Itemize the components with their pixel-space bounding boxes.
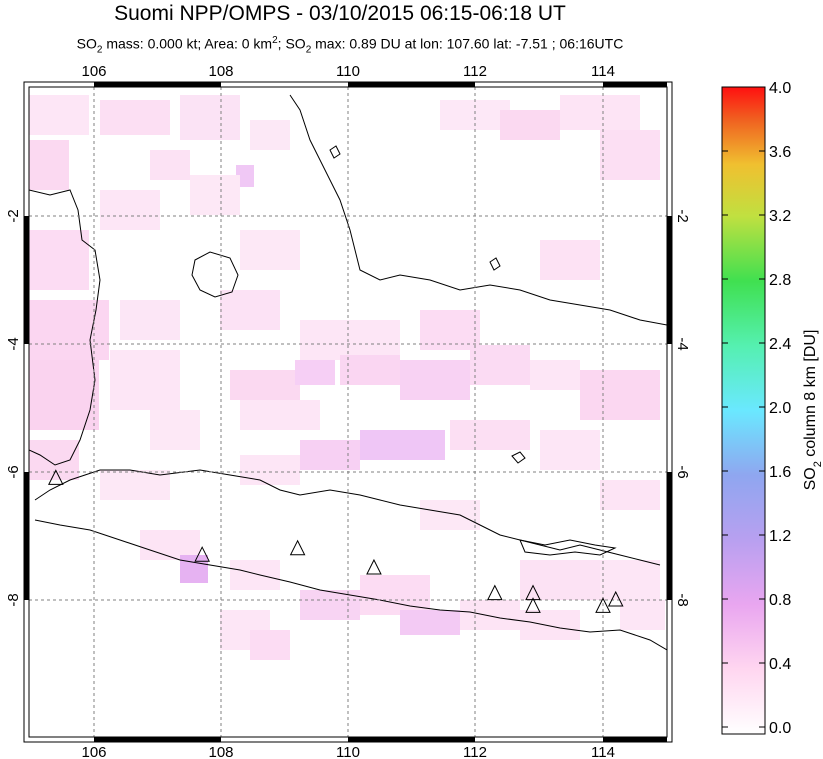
colorbar-tick-label: 2.4: [769, 336, 791, 353]
volcano-triangle-icon: [525, 584, 541, 601]
map-title: Suomi NPP/OMPS - 03/10/2015 06:15-06:18 …: [114, 2, 566, 25]
lon-ticks-bottom: 106 108 110 112 114: [81, 744, 614, 759]
volcano-triangle-icon: [487, 584, 503, 601]
lon-tick-bottom: 106: [81, 744, 106, 759]
colorbar-tick-label: 0.8: [769, 592, 791, 609]
lat-tick-right: -6: [674, 465, 691, 478]
graticule: [29, 87, 667, 737]
volcano-triangle-icon: [194, 546, 210, 562]
colorbar: 0.0 0.4 0.8 1.2 1.6 2.0 2.4 2.8 3.2 3.6 4.0 SO2 co…: [721, 80, 823, 737]
volcano-triangle-icon: [595, 597, 611, 613]
colorbar-tick-label: 2.0: [769, 400, 791, 417]
lon-tick-top: 108: [208, 63, 233, 80]
volcano-triangle-icon: [289, 539, 306, 556]
lat-tick-right: -2: [674, 209, 691, 222]
lat-ticks-left: -2 -4 -6 -8: [5, 209, 22, 606]
colorbar-tick-label: 0.4: [769, 656, 791, 673]
outer-frame: [23, 81, 673, 743]
so2-pixels: [29, 95, 665, 660]
lat-tick-left: -4: [5, 337, 22, 350]
lon-tick-top: 112: [463, 63, 487, 80]
colorbar-ticks: 0.0 0.4 0.8 1.2 1.6 2.0 2.4 2.8 3.2 3.6 4.0: [722, 80, 791, 737]
lat-tick-right: -4: [674, 337, 691, 350]
lon-ticks-top: 106 108 110 112 114: [81, 63, 614, 80]
volcano-markers: [48, 469, 624, 613]
frame-bars: [24, 82, 672, 742]
lon-tick-top: 114: [591, 63, 615, 80]
lat-tick-left: -8: [5, 593, 22, 606]
lon-tick-bottom: 108: [208, 744, 233, 759]
volcano-triangle-icon: [48, 469, 64, 485]
colorbar-tick-label: 1.6: [769, 464, 791, 481]
colorbar-tick-label: 3.2: [769, 208, 791, 225]
colorbar-tick-label: 2.8: [769, 272, 791, 289]
map-subtitle: SO2 mass: 0.000 kt; Area: 0 km2; SO2 max…: [76, 35, 624, 56]
volcano-triangle-icon: [366, 558, 382, 575]
colorbar-label: SO2 column 8 km [DU]: [802, 330, 823, 491]
colorbar-gradient: [721, 86, 766, 735]
lat-tick-left: -6: [5, 465, 22, 478]
colorbar-tick-label: 3.6: [769, 144, 791, 161]
lat-tick-right: -8: [674, 593, 691, 606]
colorbar-tick-label: 1.2: [769, 528, 791, 545]
colorbar-tick-label: 4.0: [769, 80, 791, 97]
lon-tick-bottom: 114: [591, 744, 615, 759]
map-plot-area: [23, 81, 673, 743]
lon-tick-top: 110: [336, 63, 360, 80]
volcano-triangle-icon: [525, 597, 541, 613]
colorbar-tick-label: 0.0: [769, 720, 791, 737]
lon-tick-bottom: 110: [336, 744, 360, 759]
lon-tick-bottom: 112: [463, 744, 487, 759]
lon-tick-top: 106: [81, 63, 106, 80]
lat-tick-left: -2: [5, 209, 22, 222]
volcano-triangle-icon: [607, 590, 624, 607]
lat-ticks-right: -2 -4 -6 -8: [674, 209, 691, 606]
